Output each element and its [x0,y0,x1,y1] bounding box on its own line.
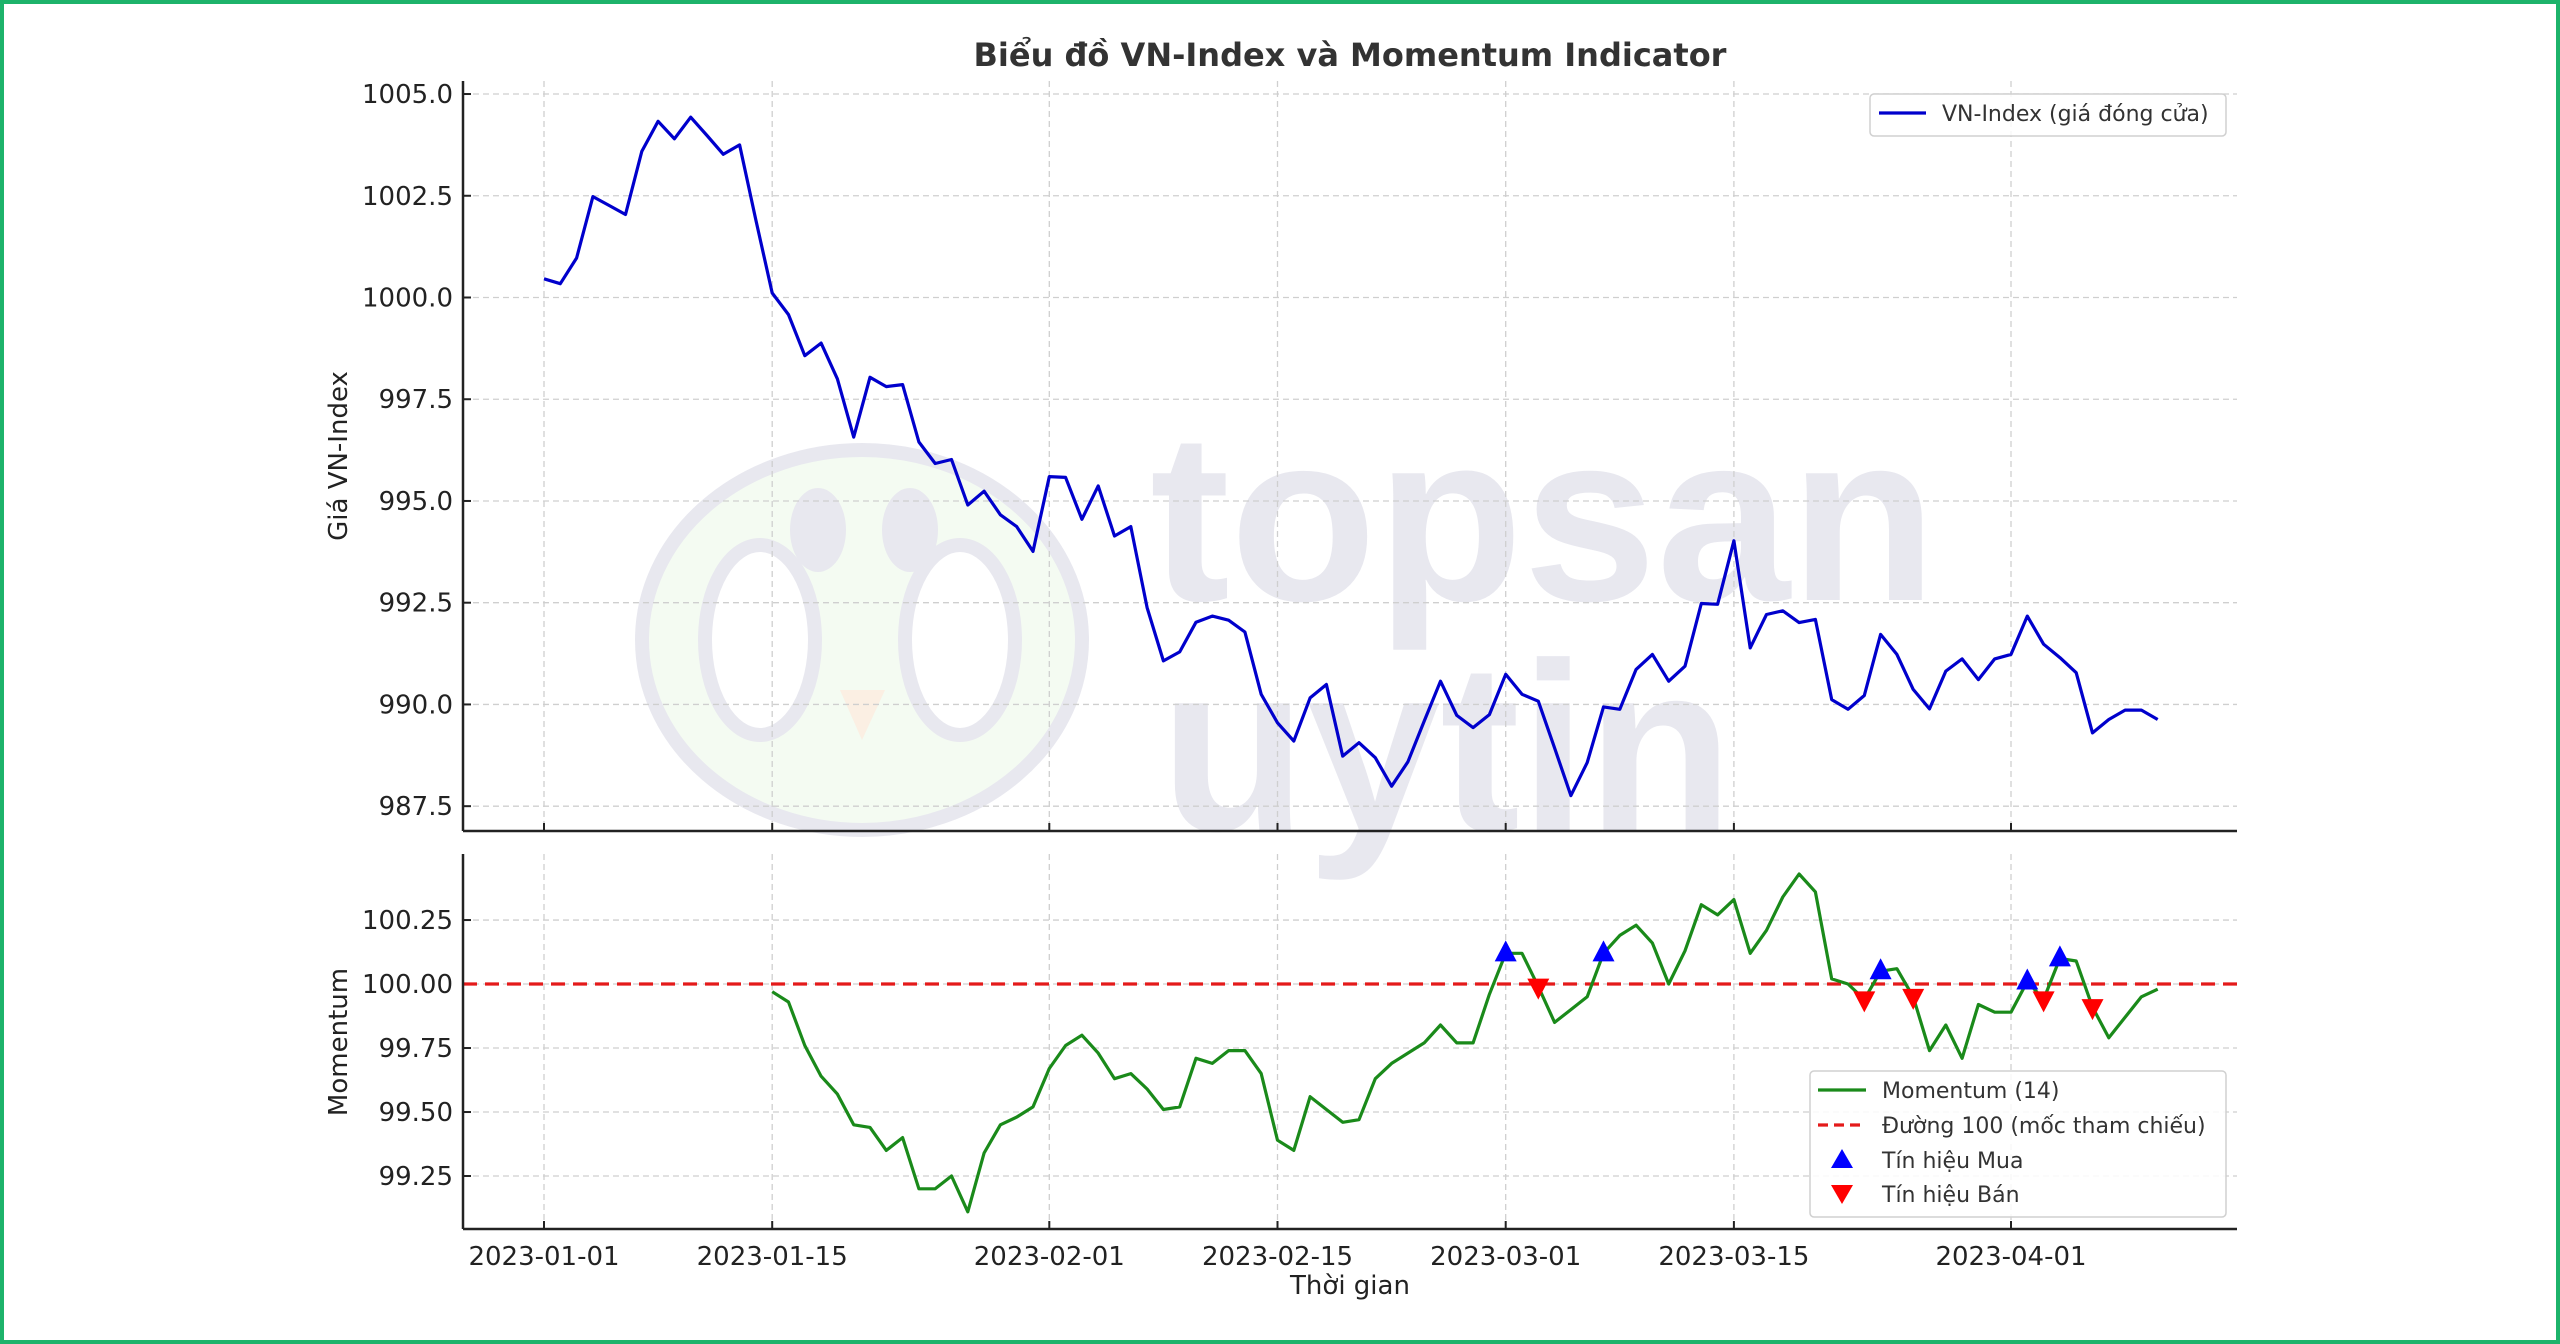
bottom-y-tick-label: 99.50 [379,1098,453,1128]
bottom-y-axis-label: Momentum [324,968,354,1116]
signal-markers [1494,940,2104,1021]
top-y-tick-label: 997.5 [379,385,453,415]
momentum-line [771,872,2159,1214]
bottom-axes-frame [461,854,2237,1231]
bottom-legend: Momentum (14) Đường 100 (mốc tham chiếu)… [1809,1070,2227,1218]
x-tick-label: 2023-03-15 [1658,1242,1809,1272]
sell-signal-marker [1853,991,1876,1013]
buy-signal-marker [2016,968,2039,990]
top-y-tick-label: 1000.0 [362,283,453,313]
x-tick-label: 2023-01-15 [697,1242,848,1272]
bottom-y-tick-label: 99.75 [379,1034,453,1064]
top-gridlines [463,81,2237,831]
x-tick-label: 2023-04-01 [1935,1242,2086,1272]
vn-index-line [543,115,2159,798]
top-y-tick-label: 990.0 [379,690,453,720]
sell-signal-marker [1527,978,1550,1000]
buy-triangle-icon [1831,1149,1853,1168]
top-y-tick-label: 992.5 [379,589,453,619]
legend-vn-index-label: VN-Index (giá đóng cửa) [1942,102,2209,127]
buy-signal-marker [1494,940,1517,962]
top-y-tick-label: 987.5 [379,792,453,822]
bottom-y-tick-label: 99.25 [379,1162,453,1192]
chart-title: Biểu đồ VN-Index và Momentum Indicator [974,36,1727,74]
sell-signal-marker [2081,999,2104,1021]
x-axis-ticks: 2023-01-01 2023-01-15 2023-02-01 2023-02-15… [468,823,2087,1272]
top-y-axis-label: Giá VN-Index [324,371,354,541]
watermark: topsan uytin [635,383,1937,881]
top-axes-frame [461,81,2237,833]
watermark-text-2: uytin [1160,613,1733,881]
bottom-y-tick-label: 100.25 [362,906,453,936]
x-tick-label: 2023-02-15 [1202,1242,1353,1272]
buy-signal-marker [1869,958,1892,980]
legend-buy-label: Tín hiệu Mua [1881,1149,2023,1174]
buy-signal-marker [1592,940,1615,962]
x-tick-label: 2023-03-01 [1430,1242,1581,1272]
x-tick-label: 2023-02-01 [974,1242,1125,1272]
watermark-text-1: topsan [1150,383,1937,651]
bottom-y-axis-ticks: 99.25 99.50 99.75 100.00 100.25 [362,906,471,1192]
x-tick-label: 2023-01-01 [468,1242,619,1272]
buy-signal-marker [2048,945,2071,967]
top-y-axis-ticks: 987.5 990.0 992.5 995.0 997.5 1000.0 1002.5 100… [362,80,471,822]
top-y-tick-label: 1002.5 [362,182,453,212]
x-axis-label: Thời gian [1289,1271,1410,1301]
top-y-tick-label: 995.0 [379,487,453,517]
legend-reference-label: Đường 100 (mốc tham chiếu) [1882,1114,2206,1139]
sell-signal-marker [2032,991,2055,1013]
sell-triangle-icon [1831,1185,1853,1204]
top-legend: VN-Index (giá đóng cửa) [1869,93,2227,137]
sell-signal-marker [1902,988,1925,1010]
owl-logo-icon [635,443,1089,837]
bottom-y-tick-label: 100.00 [362,970,453,1000]
legend-sell-label: Tín hiệu Bán [1881,1183,2020,1208]
top-y-tick-label: 1005.0 [362,80,453,110]
legend-momentum-label: Momentum (14) [1882,1079,2060,1104]
